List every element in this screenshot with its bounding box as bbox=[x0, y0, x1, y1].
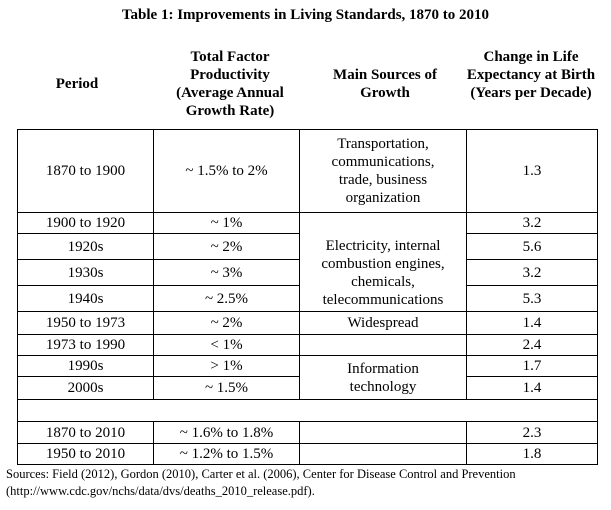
row-divider bbox=[17, 212, 597, 213]
row-divider bbox=[17, 443, 597, 444]
cell-period: 1920s bbox=[67, 238, 104, 255]
sources-url: (http://www.cdc.gov/nchs/data/dvs/deaths… bbox=[6, 484, 315, 498]
cell-period: 1900 to 1920 bbox=[45, 215, 126, 231]
cell-growth-source: Transportation, communications, trade, b… bbox=[331, 136, 435, 206]
cell-period: 1990s bbox=[67, 358, 104, 374]
sources-note: Sources: Field (2012), Gordon (2010), Ca… bbox=[6, 467, 516, 481]
column-divider bbox=[466, 421, 467, 465]
row-divider bbox=[17, 259, 299, 260]
cell-life: 1.4 bbox=[522, 315, 542, 331]
cell-period: 1950 to 1973 bbox=[45, 315, 126, 331]
cell-growth-source: Electricity, internal combustion engines… bbox=[321, 237, 445, 308]
cell-tfp: ~ 1.2% to 1.5% bbox=[179, 446, 274, 462]
row-divider bbox=[466, 285, 597, 286]
table-left-border bbox=[17, 129, 18, 465]
cell-period: 1930s bbox=[67, 264, 104, 281]
cell-tfp: ~ 1.5% to 2% bbox=[185, 163, 268, 179]
header-sources: Main Sources of Growth bbox=[333, 67, 437, 101]
table-bottom-border bbox=[17, 464, 597, 465]
cell-tfp: ~ 1% bbox=[210, 215, 243, 231]
cell-period: 1940s bbox=[67, 290, 104, 307]
cell-tfp: < 1% bbox=[210, 337, 243, 353]
cell-life: 1.4 bbox=[522, 380, 542, 396]
cell-life: 3.2 bbox=[522, 264, 542, 281]
cell-tfp: ~ 1.6% to 1.8% bbox=[179, 424, 274, 441]
column-divider bbox=[153, 129, 154, 399]
header-life: Change in Life Expectancy at Birth (Year… bbox=[466, 49, 596, 101]
cell-tfp: > 1% bbox=[210, 358, 243, 374]
cell-growth-source: Information technology bbox=[347, 360, 419, 395]
row-divider bbox=[466, 259, 597, 260]
cell-tfp: ~ 2.5% bbox=[204, 290, 249, 307]
row-divider bbox=[17, 311, 597, 312]
row-divider bbox=[17, 334, 597, 335]
cell-life: 1.8 bbox=[522, 446, 542, 462]
row-divider bbox=[466, 376, 597, 377]
cell-life: 1.7 bbox=[522, 358, 542, 374]
row-divider bbox=[17, 421, 597, 422]
cell-tfp: ~ 2% bbox=[210, 238, 243, 255]
cell-life: 2.3 bbox=[522, 424, 542, 441]
cell-tfp: ~ 3% bbox=[210, 264, 243, 281]
column-divider bbox=[299, 421, 300, 465]
row-divider bbox=[17, 376, 299, 377]
row-divider bbox=[17, 399, 597, 400]
column-divider bbox=[466, 129, 467, 399]
cell-growth-source: Widespread bbox=[347, 315, 419, 331]
column-divider bbox=[299, 129, 300, 399]
cell-tfp: ~ 2% bbox=[210, 315, 243, 331]
row-divider bbox=[466, 233, 597, 234]
cell-life: 5.3 bbox=[522, 290, 542, 307]
row-divider bbox=[17, 233, 299, 234]
cell-period: 1870 to 1900 bbox=[45, 163, 126, 179]
table-top-border bbox=[17, 129, 597, 130]
cell-period: 2000s bbox=[67, 380, 104, 396]
cell-life: 1.3 bbox=[522, 163, 542, 179]
column-divider bbox=[153, 421, 154, 465]
table-right-border bbox=[597, 129, 598, 465]
cell-life: 5.6 bbox=[522, 238, 542, 255]
row-divider bbox=[17, 355, 597, 356]
cell-life: 2.4 bbox=[522, 337, 542, 353]
header-tfp: Total Factor Productivity (Average Annua… bbox=[176, 49, 284, 119]
header-period: Period bbox=[55, 76, 99, 92]
cell-period: 1950 to 2010 bbox=[45, 446, 126, 462]
cell-period: 1870 to 2010 bbox=[45, 424, 126, 441]
cell-period: 1973 to 1990 bbox=[45, 337, 126, 353]
cell-life: 3.2 bbox=[522, 215, 542, 231]
row-divider bbox=[17, 285, 299, 286]
table-title: Table 1: Improvements in Living Standard… bbox=[121, 7, 490, 23]
cell-tfp: ~ 1.5% bbox=[204, 380, 249, 396]
